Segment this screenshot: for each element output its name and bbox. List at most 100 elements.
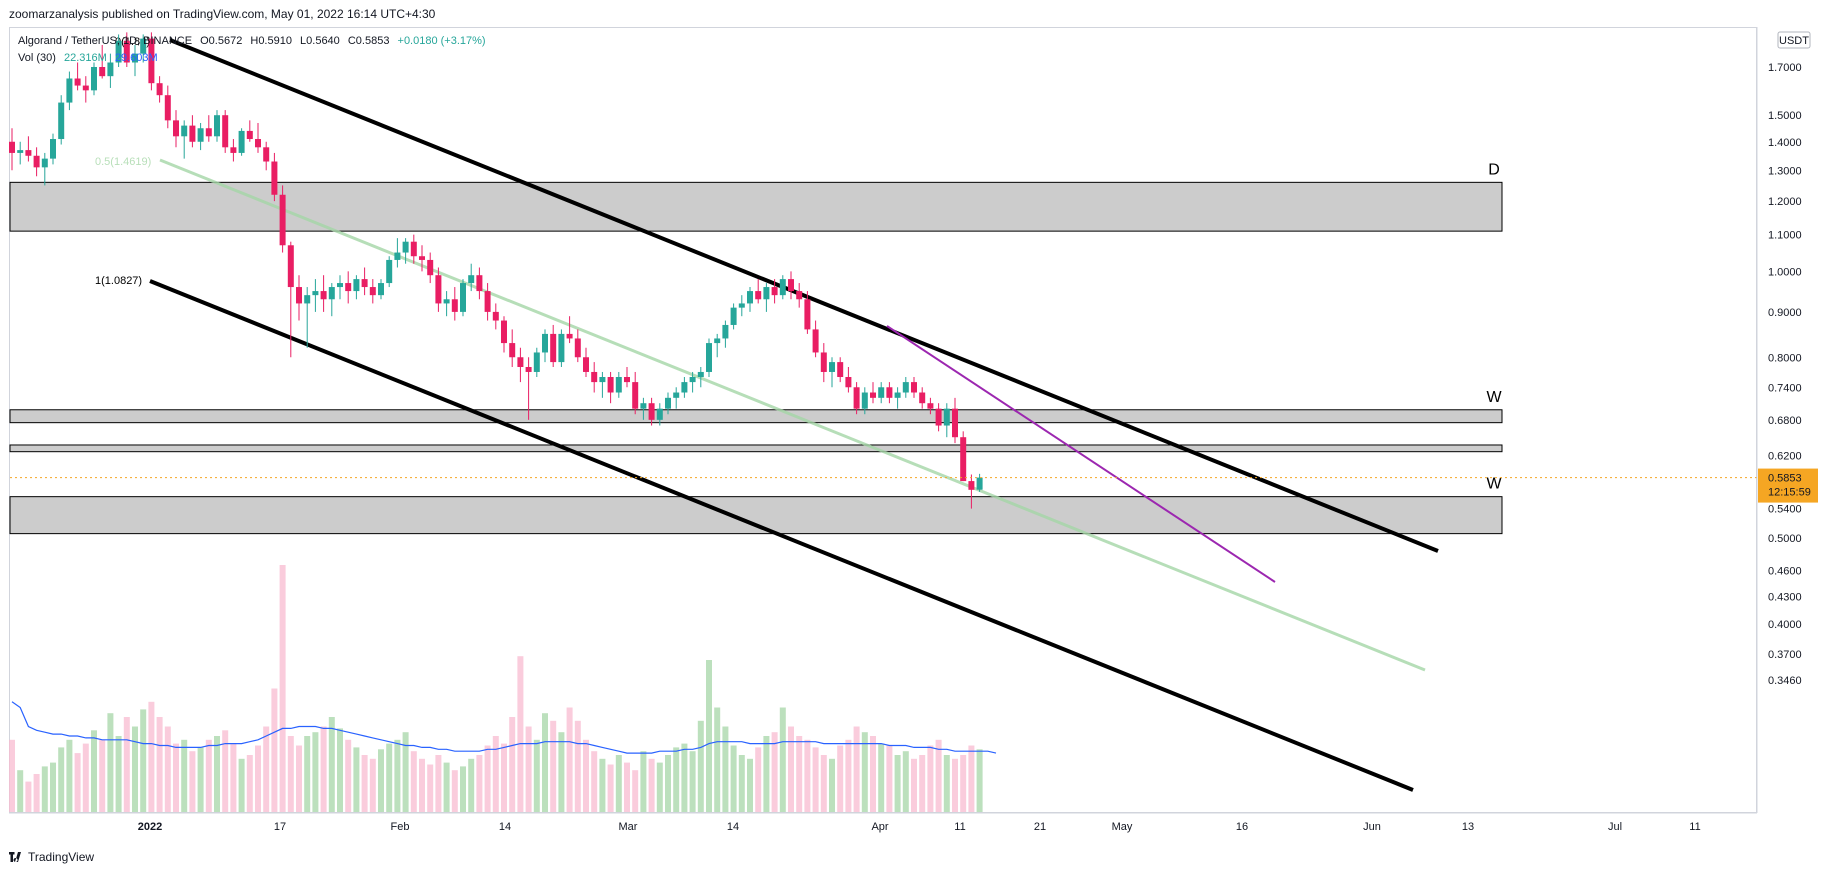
- candle-body[interactable]: [91, 67, 97, 91]
- candle-body[interactable]: [132, 53, 138, 63]
- candle-body[interactable]: [99, 67, 106, 77]
- candle-body[interactable]: [378, 283, 384, 296]
- candle-body[interactable]: [41, 158, 48, 168]
- candle-body[interactable]: [82, 85, 89, 91]
- candle-body[interactable]: [607, 377, 614, 393]
- candle-body[interactable]: [697, 371, 704, 378]
- candle-body[interactable]: [681, 382, 688, 393]
- candle-body[interactable]: [779, 279, 786, 296]
- candle-body[interactable]: [763, 287, 770, 300]
- candle-body[interactable]: [911, 382, 917, 393]
- candle-body[interactable]: [33, 155, 40, 168]
- candle-body[interactable]: [542, 333, 548, 353]
- candle-body[interactable]: [870, 392, 876, 398]
- candle-body[interactable]: [164, 95, 171, 121]
- candle-body[interactable]: [566, 333, 573, 339]
- candle-body[interactable]: [312, 291, 319, 296]
- candle-body[interactable]: [287, 245, 294, 288]
- candle-body[interactable]: [394, 252, 401, 260]
- candle-body[interactable]: [427, 259, 434, 276]
- candle-body[interactable]: [205, 128, 212, 137]
- currency-box[interactable]: [1777, 31, 1811, 49]
- candle-body[interactable]: [361, 279, 368, 288]
- candle-body[interactable]: [476, 275, 483, 292]
- candle-body[interactable]: [673, 392, 680, 398]
- candle-body[interactable]: [894, 392, 901, 398]
- candle-body[interactable]: [665, 397, 671, 409]
- candle-body[interactable]: [9, 141, 15, 153]
- candle-body[interactable]: [960, 437, 967, 482]
- candle-body[interactable]: [320, 291, 327, 300]
- candle-body[interactable]: [173, 120, 179, 137]
- candle-body[interactable]: [771, 287, 778, 296]
- candle-body[interactable]: [952, 408, 958, 438]
- candle-body[interactable]: [615, 377, 622, 393]
- candle-body[interactable]: [656, 408, 663, 420]
- candle-body[interactable]: [123, 40, 130, 63]
- candle-body[interactable]: [632, 382, 639, 409]
- candle-body[interactable]: [788, 279, 794, 292]
- candle-body[interactable]: [255, 139, 261, 148]
- candle-body[interactable]: [484, 291, 491, 312]
- candle-body[interactable]: [574, 338, 581, 358]
- candle-body[interactable]: [353, 279, 360, 292]
- symbol-title[interactable]: Algorand / TetherUS, 1D, BINANCE: [18, 35, 193, 47]
- candle-body[interactable]: [181, 125, 188, 137]
- candle-body[interactable]: [624, 377, 630, 383]
- candle-body[interactable]: [796, 291, 803, 300]
- candle-body[interactable]: [107, 62, 114, 77]
- candle-body[interactable]: [591, 371, 598, 383]
- candle-body[interactable]: [337, 283, 343, 288]
- candle-body[interactable]: [968, 481, 975, 490]
- candle-body[interactable]: [222, 115, 229, 148]
- candle-body[interactable]: [738, 303, 745, 308]
- volume-label[interactable]: Vol (30): [18, 52, 56, 64]
- candle-body[interactable]: [140, 38, 147, 54]
- candle-body[interactable]: [509, 343, 516, 358]
- candle-body[interactable]: [419, 256, 425, 260]
- candle-body[interactable]: [648, 403, 655, 420]
- candle-body[interactable]: [525, 366, 532, 372]
- candle-body[interactable]: [189, 125, 196, 142]
- candle-body[interactable]: [747, 291, 753, 304]
- candle-body[interactable]: [878, 387, 885, 398]
- candle-body[interactable]: [501, 320, 507, 344]
- candle-body[interactable]: [25, 150, 32, 156]
- candle-body[interactable]: [886, 387, 893, 398]
- candle-body[interactable]: [271, 161, 278, 195]
- candle-body[interactable]: [812, 329, 819, 353]
- candle-body[interactable]: [689, 377, 696, 383]
- candle-body[interactable]: [927, 403, 934, 409]
- candle-body[interactable]: [156, 83, 163, 96]
- candle-body[interactable]: [583, 357, 589, 372]
- candle-body[interactable]: [919, 392, 926, 404]
- candle-body[interactable]: [214, 115, 220, 137]
- candle-body[interactable]: [755, 291, 762, 300]
- candle-body[interactable]: [50, 139, 56, 159]
- candle-body[interactable]: [304, 295, 311, 304]
- candle-body[interactable]: [238, 130, 245, 153]
- candle-body[interactable]: [435, 275, 442, 304]
- candle-body[interactable]: [837, 362, 844, 378]
- candle-body[interactable]: [599, 377, 606, 383]
- candle-body[interactable]: [468, 275, 475, 284]
- candle-body[interactable]: [115, 40, 122, 63]
- candle-body[interactable]: [829, 362, 835, 372]
- candle-body[interactable]: [263, 147, 270, 162]
- candle-body[interactable]: [386, 259, 393, 284]
- candle-body[interactable]: [845, 377, 852, 388]
- candle-body[interactable]: [943, 408, 950, 426]
- candle-body[interactable]: [345, 283, 352, 292]
- candle-body[interactable]: [902, 382, 909, 393]
- candle-body[interactable]: [517, 357, 524, 367]
- candle-body[interactable]: [460, 283, 466, 312]
- candle-body[interactable]: [451, 299, 458, 312]
- footer-brand[interactable]: TradingView: [28, 850, 95, 864]
- candle-body[interactable]: [492, 311, 499, 321]
- candle-body[interactable]: [246, 130, 253, 140]
- candle-body[interactable]: [197, 128, 204, 142]
- candle-body[interactable]: [861, 392, 868, 409]
- candle-body[interactable]: [443, 299, 450, 304]
- candle-body[interactable]: [296, 287, 302, 304]
